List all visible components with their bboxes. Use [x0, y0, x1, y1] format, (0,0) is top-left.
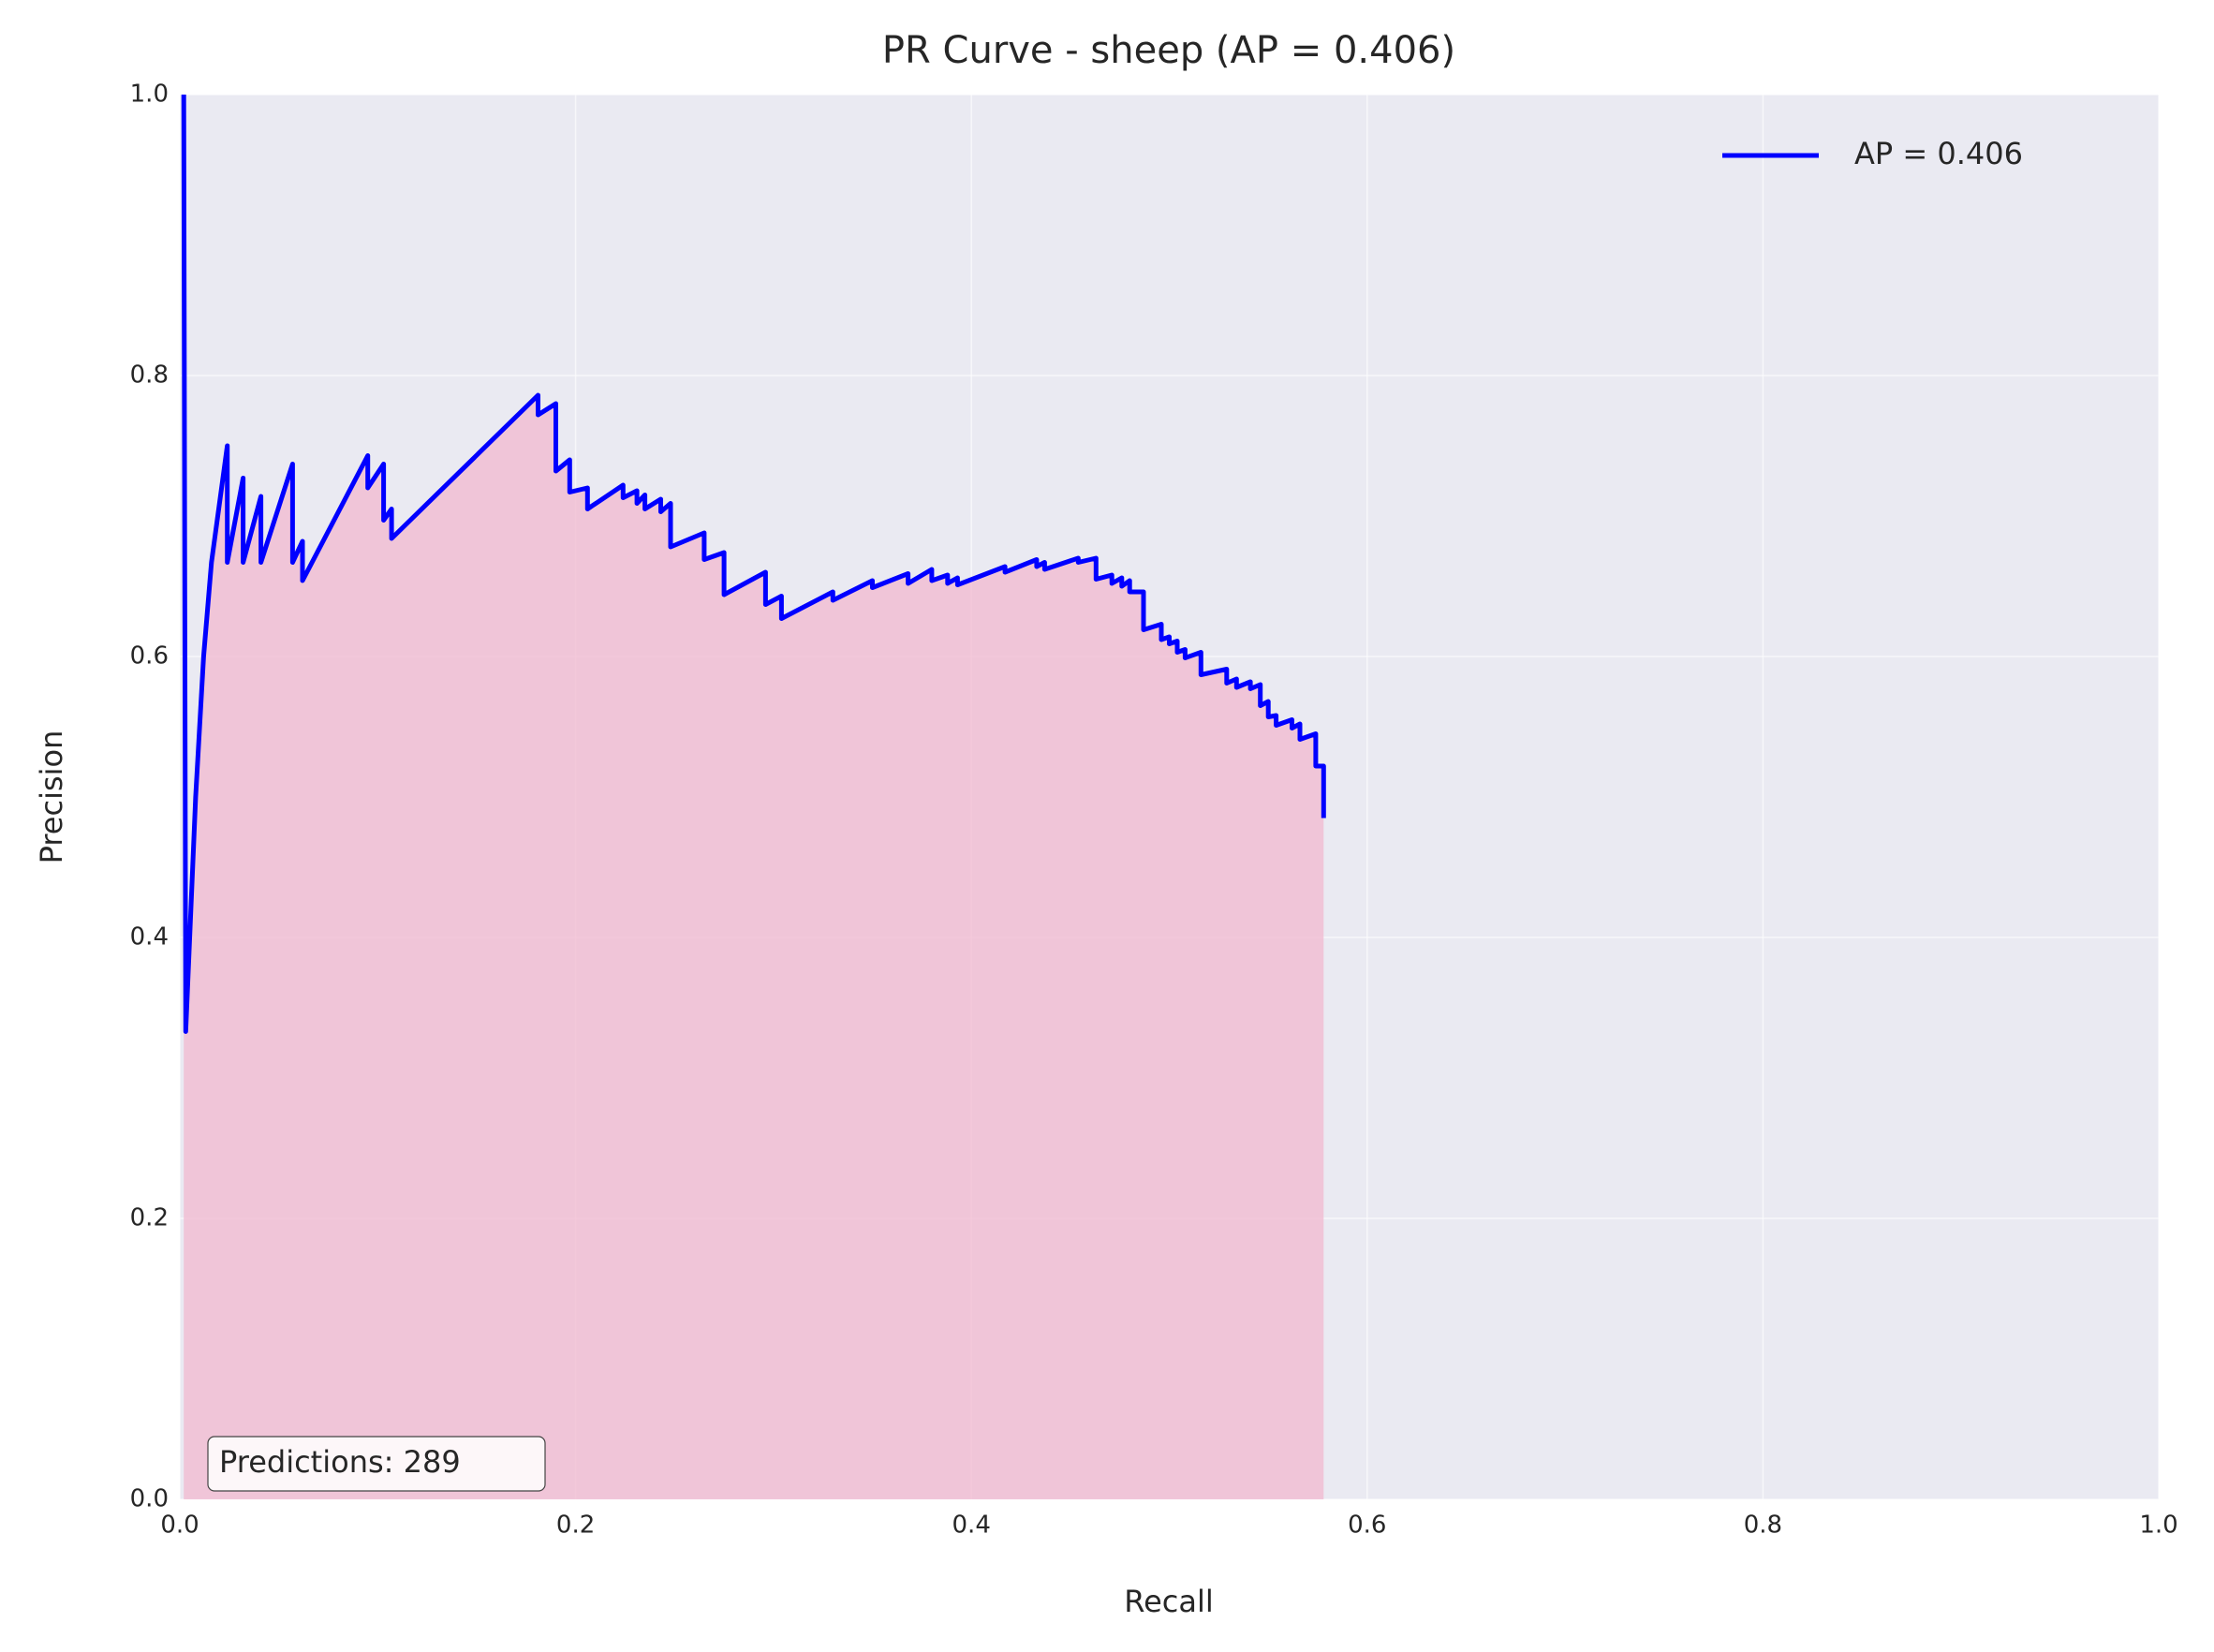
x-tick-label: 0.4	[952, 1512, 991, 1540]
marks	[181, 94, 1326, 1499]
x-tick-label: 0.0	[160, 1512, 199, 1540]
chart-title: PR Curve - sheep (AP = 0.406)	[882, 29, 1455, 72]
x-axis-label: Recall	[1124, 1584, 1213, 1619]
y-tick-label: 0.0	[130, 1485, 169, 1513]
line	[181, 94, 1326, 1034]
y-tick-label: 0.8	[130, 361, 169, 390]
x-tick-label: 0.8	[1744, 1512, 1782, 1540]
y-tick-label: 0.6	[130, 642, 169, 671]
annotation: Predictions: 289	[219, 1444, 461, 1480]
x-tick-label: 1.0	[2139, 1512, 2177, 1540]
legend-label: AP = 0.406	[1854, 136, 2023, 171]
x-tick-label: 0.2	[556, 1512, 595, 1540]
area	[184, 95, 1324, 1499]
annotation-box	[207, 1436, 546, 1492]
x-tick-label: 0.6	[1348, 1512, 1386, 1540]
y-tick-label: 1.0	[130, 81, 169, 109]
y-axis-label: Precision	[34, 730, 69, 864]
y-tick-label: 0.4	[130, 923, 169, 951]
y-tick-label: 0.2	[130, 1204, 169, 1232]
